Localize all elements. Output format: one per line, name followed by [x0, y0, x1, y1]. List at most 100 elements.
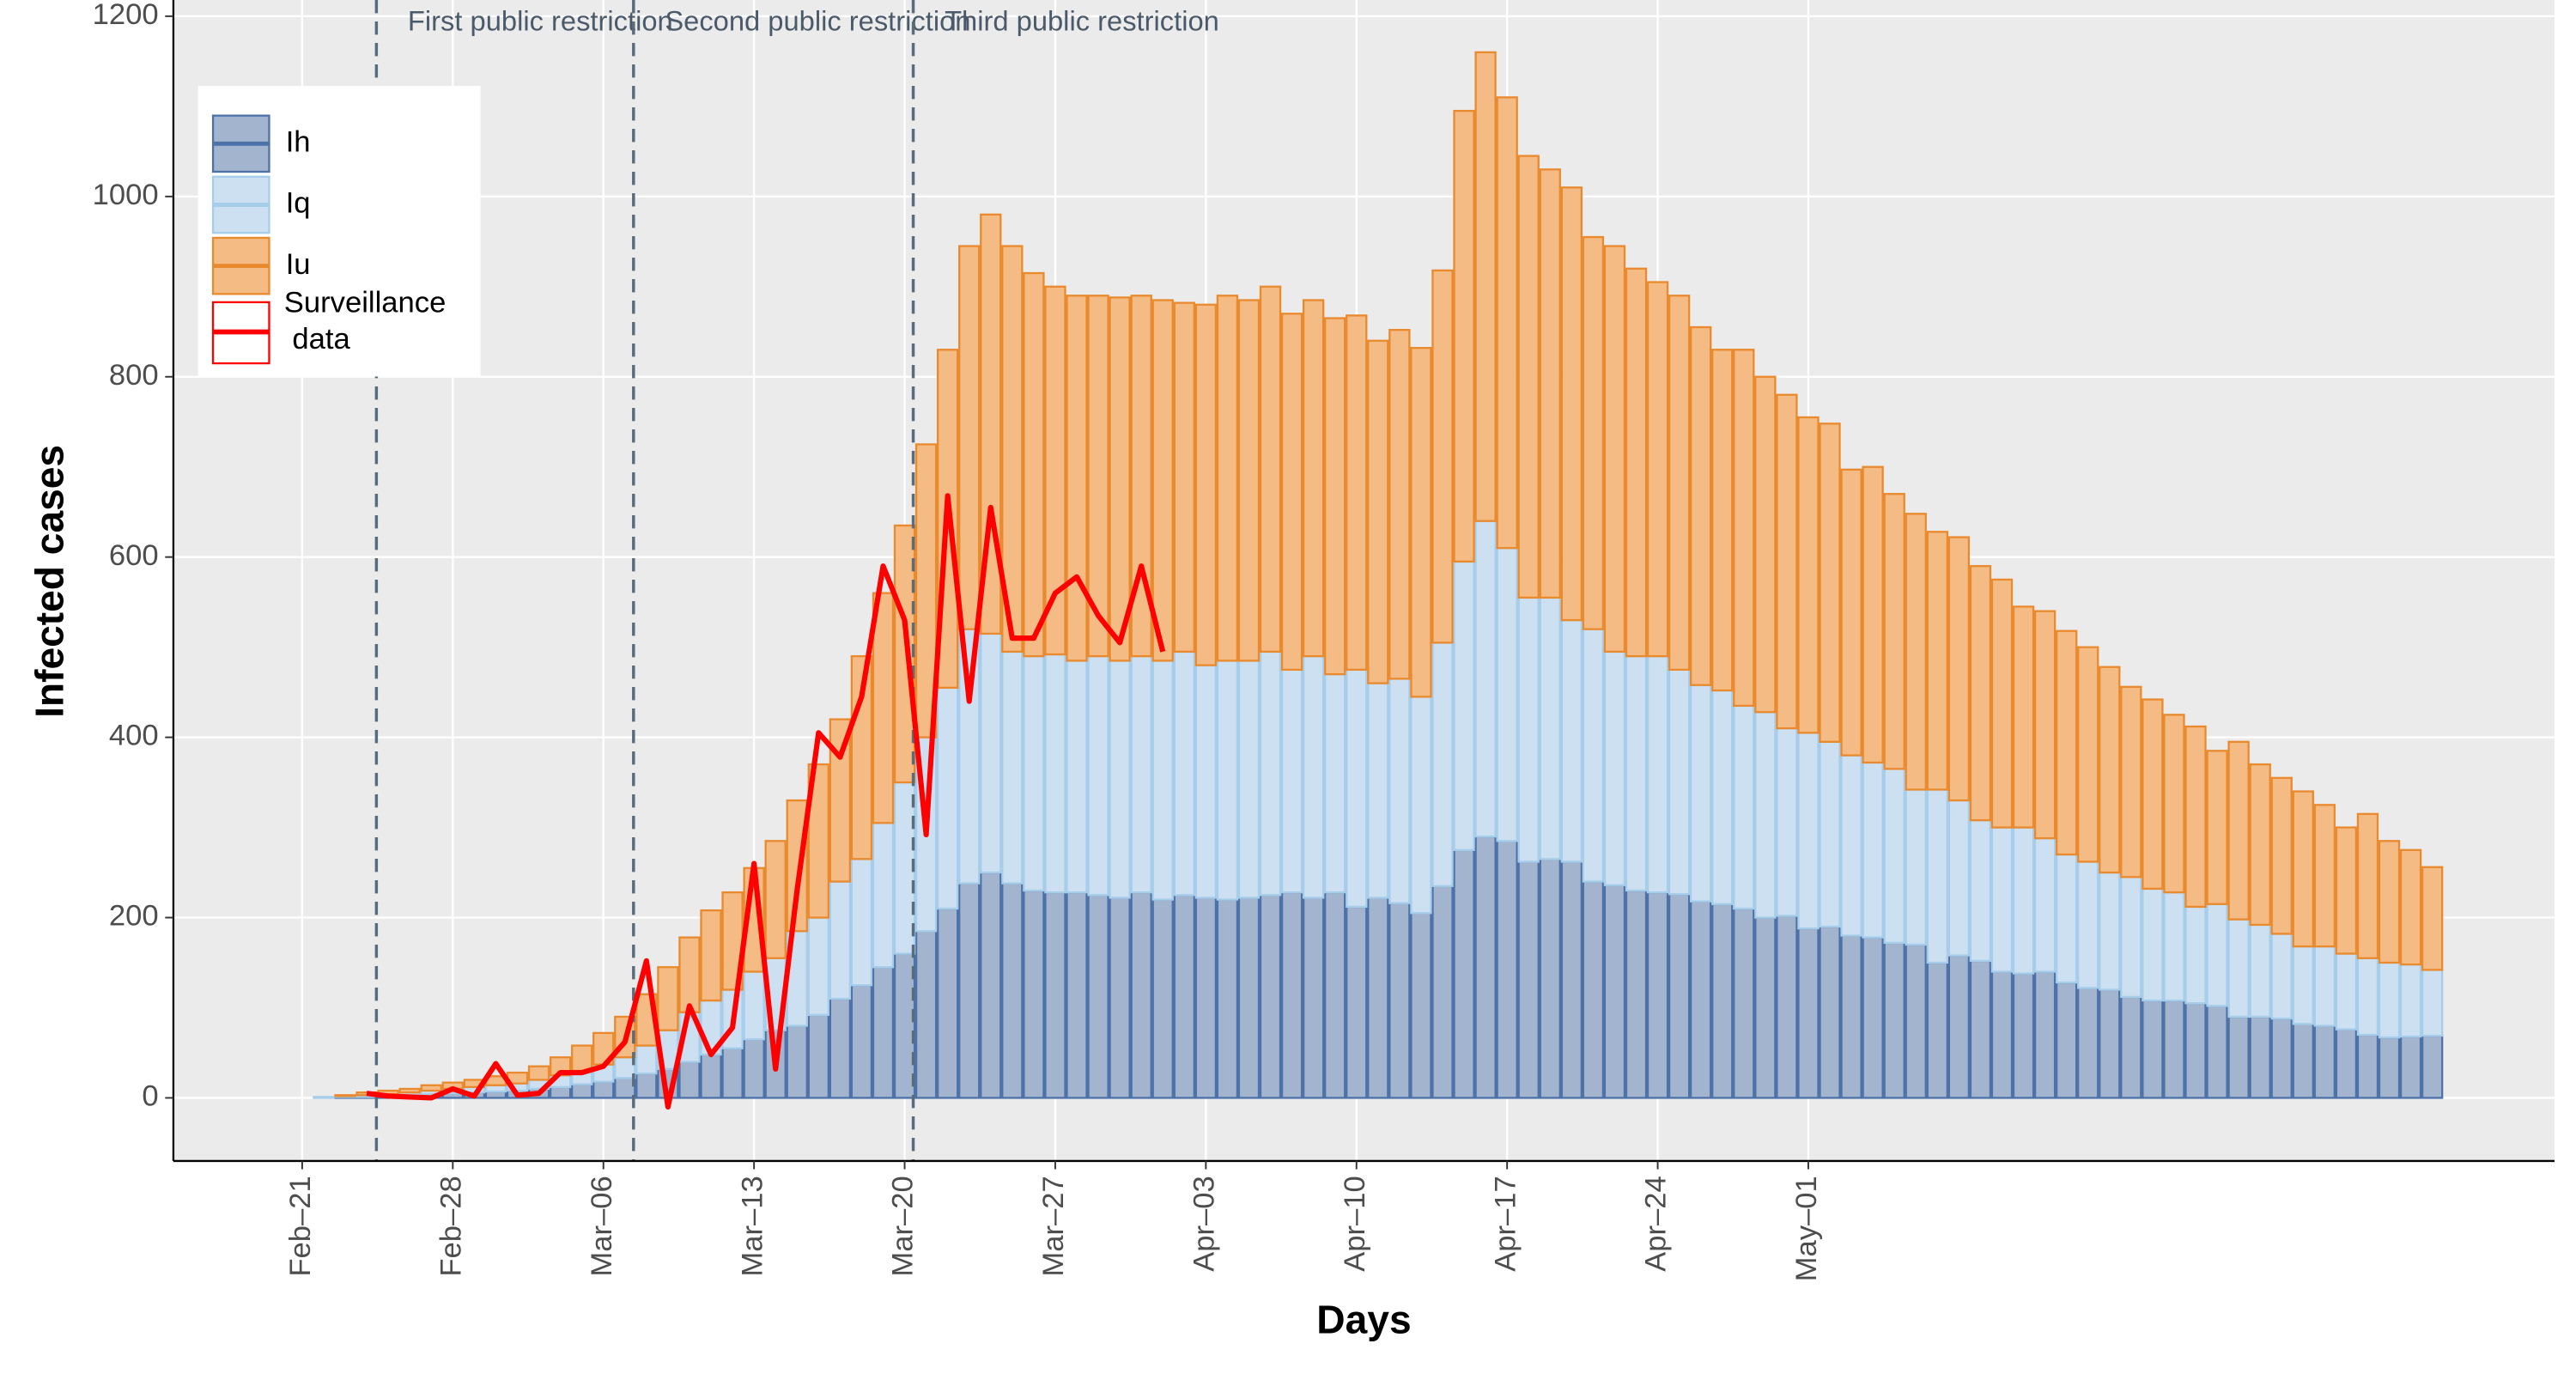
bar-segment — [2378, 840, 2401, 964]
bar-segment — [2120, 685, 2142, 879]
bar-segment — [1237, 660, 1261, 899]
bar-segment — [1388, 329, 1411, 680]
bar-segment — [1776, 915, 1798, 1099]
bar-segment — [1905, 943, 1927, 1099]
bar-segment — [2421, 1034, 2444, 1099]
bar-segment — [1044, 285, 1066, 656]
bar-segment — [2292, 790, 2314, 948]
bar-segment — [635, 1044, 658, 1075]
bar-segment — [1431, 885, 1454, 1099]
bar-segment — [1496, 547, 1518, 842]
bar-segment — [1044, 653, 1066, 894]
bar-segment — [1668, 295, 1691, 672]
surveillance-line — [366, 493, 1166, 1110]
bar-segment — [2033, 970, 2057, 1099]
bar-segment — [1474, 520, 1497, 838]
bar-segment — [2227, 918, 2250, 1018]
bar-segment — [1905, 513, 1927, 791]
bar-segment — [893, 524, 916, 784]
bar-segment — [1969, 565, 1992, 822]
bar-segment — [1776, 393, 1798, 730]
bar-segment — [1367, 682, 1389, 899]
bar-segment — [1625, 889, 1648, 1099]
bar-segment — [420, 1084, 442, 1092]
bar-segment — [2206, 903, 2228, 1007]
x-tick-label: May–01 — [1790, 1176, 1823, 1281]
bar-segment — [2270, 776, 2293, 935]
bar-segment — [1109, 897, 1131, 1099]
bar-segment — [1819, 740, 1841, 928]
bar-segment — [1711, 903, 1734, 1099]
bar-segment — [1216, 660, 1239, 901]
bar-segment — [1582, 235, 1605, 630]
bar-segment — [2184, 1002, 2207, 1099]
bar-segment — [1733, 907, 1755, 1099]
bar-segment — [958, 882, 981, 1099]
bar-segment — [2142, 999, 2164, 1099]
bar-segment — [2356, 812, 2379, 959]
bar-segment — [893, 952, 916, 1099]
bar-segment — [1689, 900, 1712, 1099]
bar-segment — [2249, 1015, 2271, 1099]
bar-segment — [1754, 711, 1777, 919]
bar-segment — [1453, 560, 1475, 851]
x-tick-label: Mar–27 — [1037, 1176, 1070, 1276]
bar-segment — [1194, 303, 1218, 666]
bar-segment — [2099, 871, 2121, 991]
x-tick-label: Feb–21 — [284, 1176, 317, 1276]
bar-segment — [2055, 629, 2078, 856]
bar-segment — [2163, 891, 2185, 1002]
bar-segment — [872, 592, 895, 824]
bar-segment — [1776, 727, 1798, 917]
annotation: Third public restriction — [945, 5, 1219, 37]
bar-segment — [1797, 732, 1820, 930]
bar-segment — [1237, 897, 1261, 1099]
bar-segment — [2142, 887, 2164, 1002]
bar-segment — [1539, 168, 1561, 599]
bar-segment — [2077, 860, 2099, 989]
bar-segment — [1087, 295, 1109, 658]
axes: 0 200 400 600 800 1000 1200 Feb–21 Feb–28 Mar–06 M… — [93, 0, 1823, 1281]
bar-segment — [1517, 155, 1540, 599]
bar-segment — [1754, 375, 1777, 714]
annotation: Second public restriction — [665, 5, 970, 37]
lines — [366, 493, 1166, 1110]
bar-segment — [2270, 1017, 2293, 1099]
bar-segment — [1066, 660, 1088, 894]
bar-segment — [1410, 347, 1432, 698]
bar-segment — [1883, 941, 1905, 1099]
bar-segment — [1625, 654, 1648, 892]
bar-segment — [1066, 295, 1088, 662]
bar-segment — [635, 1072, 658, 1099]
bar-segment — [2313, 804, 2336, 948]
bar-segment — [1023, 889, 1045, 1099]
bar-segment — [1582, 880, 1605, 1099]
bar-segment — [1840, 468, 1862, 757]
bar-segment — [1066, 891, 1088, 1099]
bar-segment — [657, 966, 679, 1031]
bar-segment — [2356, 957, 2379, 1037]
bar-segment — [1302, 897, 1325, 1099]
bar-segment — [1109, 660, 1131, 899]
bar-segment — [2012, 826, 2035, 975]
bar-segment — [1237, 299, 1261, 662]
bar-segment — [1990, 578, 2014, 829]
bar-segment — [2184, 905, 2207, 1005]
bar-segment — [1496, 840, 1518, 1099]
bar-segment — [1560, 618, 1583, 863]
bar-segment — [2120, 995, 2142, 1099]
bar-segment — [1023, 271, 1045, 658]
bar-segment — [2055, 853, 2078, 984]
bar-segment — [570, 1083, 593, 1099]
bar-segment — [1689, 684, 1712, 903]
bar-segment — [1862, 761, 1884, 939]
bar-segment — [1862, 465, 1884, 764]
bar-segment — [1819, 423, 1841, 743]
bar-segment — [1151, 898, 1174, 1099]
bar-segment — [1969, 959, 1992, 1099]
bar-segment — [980, 871, 1002, 1099]
bar-segment — [914, 930, 938, 1099]
bar-segment — [1023, 654, 1045, 892]
legend-label: Iq — [286, 187, 311, 220]
